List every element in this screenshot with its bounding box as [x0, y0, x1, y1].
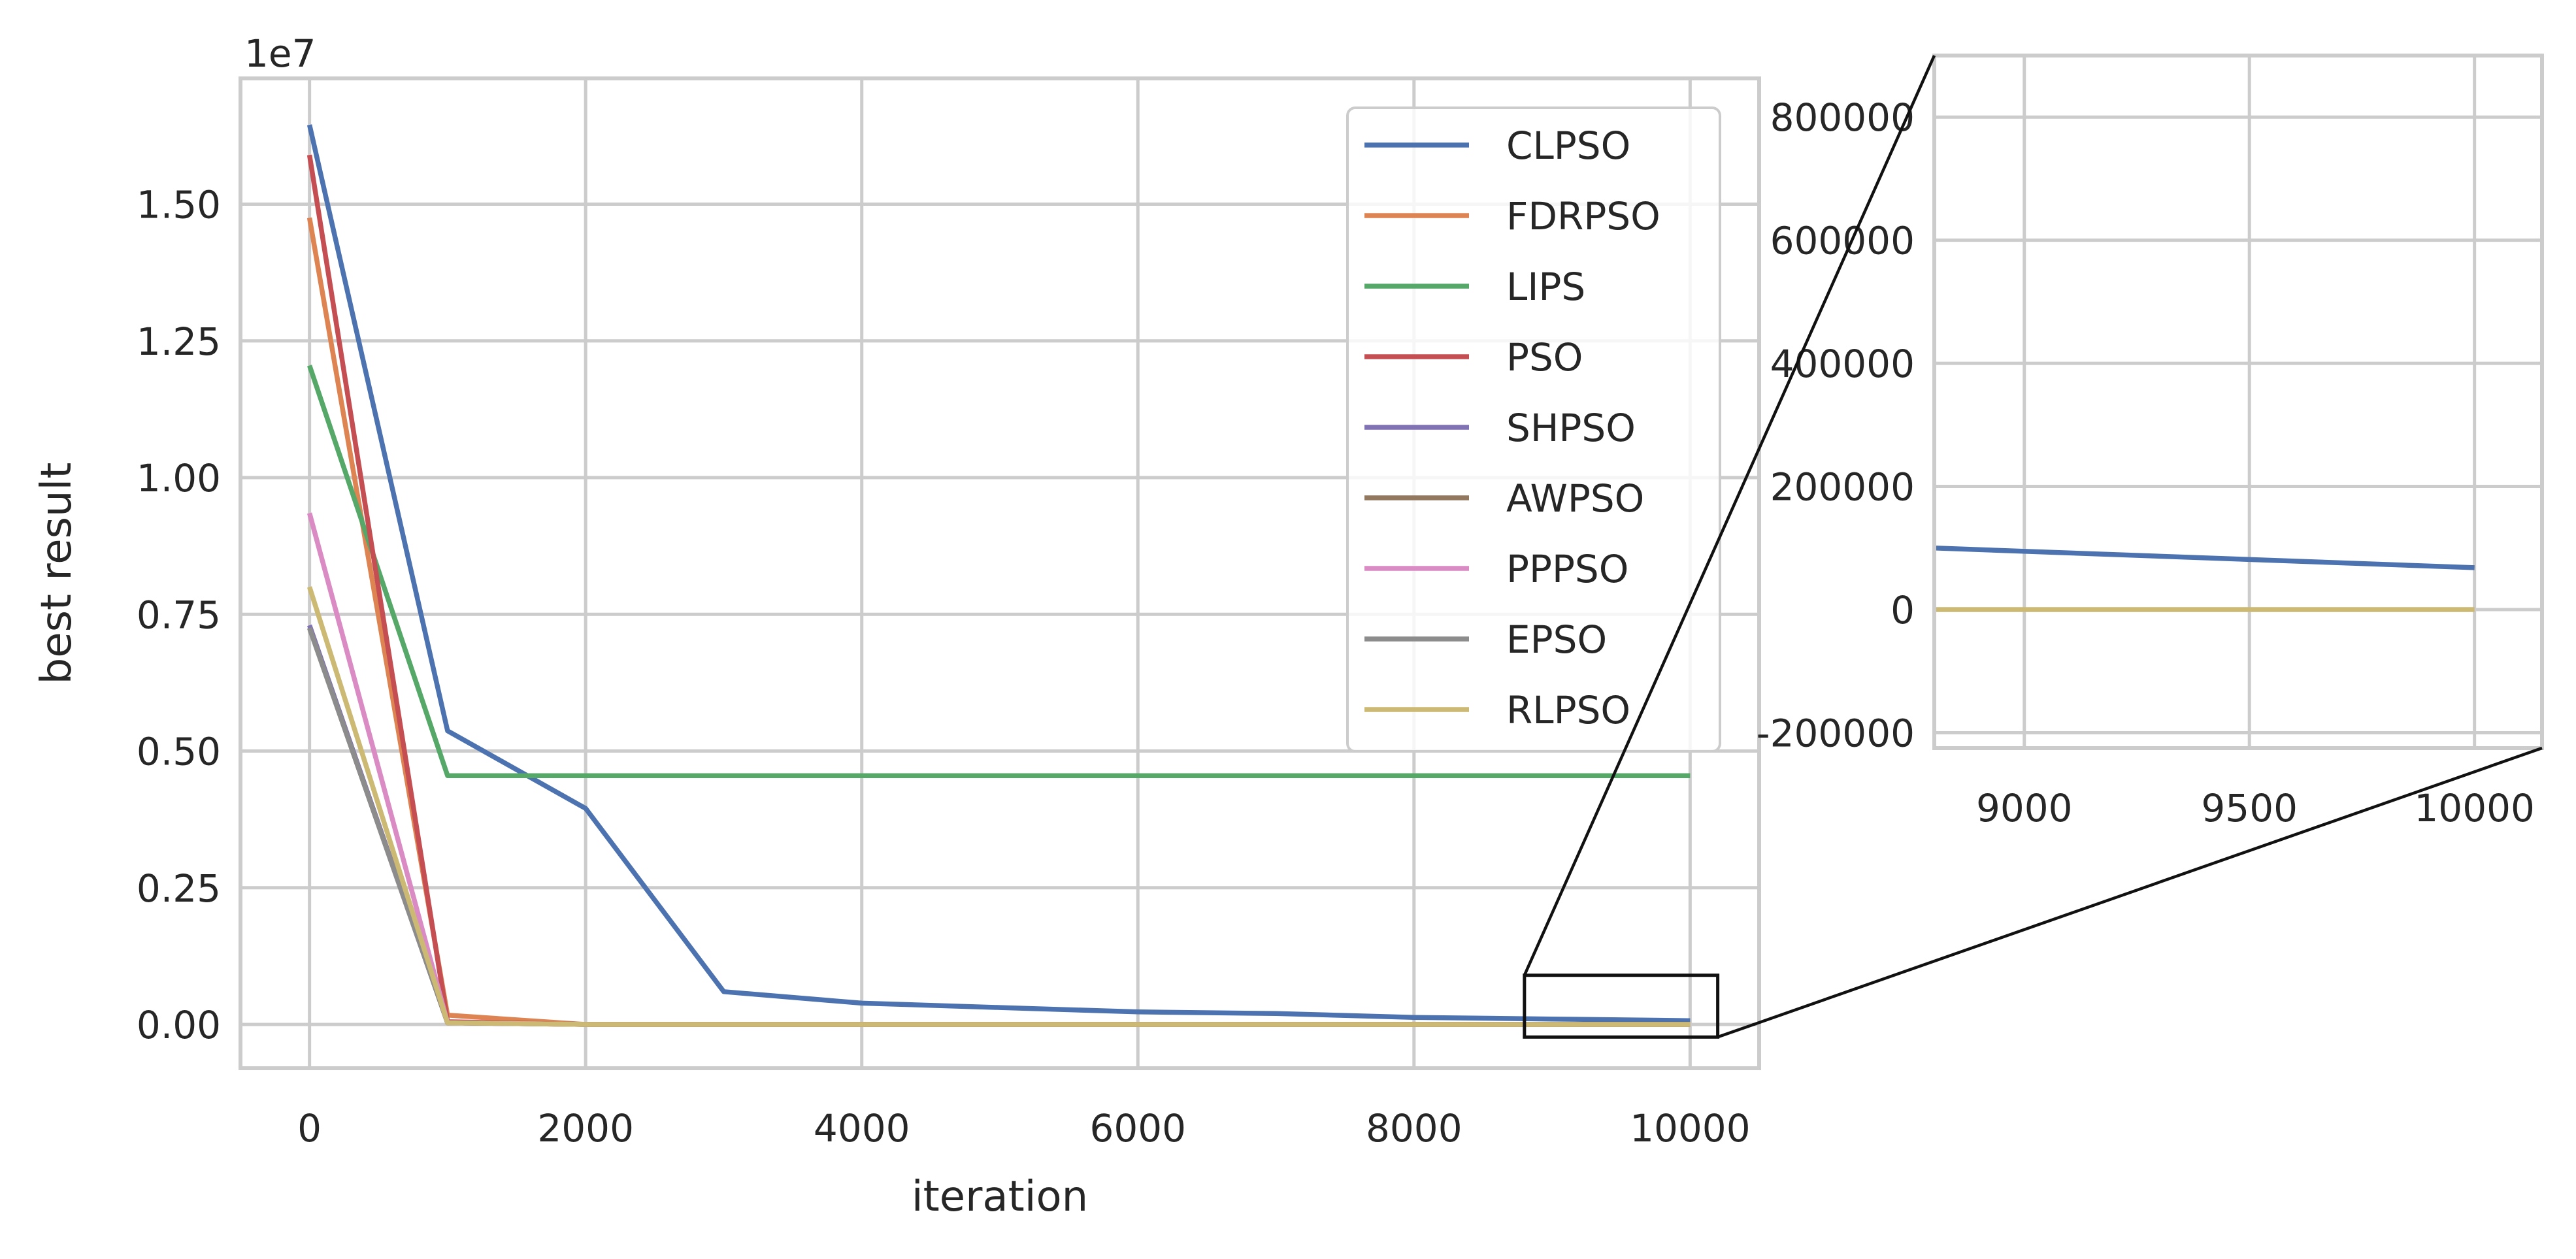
inset-x-tick-label: 9500	[2201, 786, 2298, 830]
zoom-connector-line	[1523, 55, 1936, 976]
main-x-tick-label: 4000	[814, 1106, 910, 1151]
main-frame	[239, 76, 1761, 1070]
main-y-axis-label: best result	[33, 463, 81, 685]
inset-y-tick-label: 600000	[1770, 219, 1915, 263]
main-y-tick-label: 0.50	[137, 730, 221, 774]
legend-label-fdrpso: FDRPSO	[1506, 194, 1660, 238]
legend-label-epso: EPSO	[1506, 617, 1607, 662]
zoom-connector-line	[1717, 746, 2543, 1039]
inset-plot-area: 9000 9500 10000 -200000 0 200000 400000 600000 8…	[1757, 54, 2544, 830]
inset-y-tick-label: -200000	[1757, 711, 1915, 755]
legend-box	[1346, 106, 1721, 753]
main-x-tick-label: 2000	[537, 1106, 634, 1151]
inset-x-tick-label: 10000	[2414, 786, 2535, 830]
legend-label-shpso: SHPSO	[1506, 406, 1636, 450]
inset-y-tick-label: 800000	[1770, 95, 1915, 140]
main-y-tick-label: 0.25	[137, 866, 221, 911]
inset-y-tick-label: 400000	[1770, 342, 1915, 386]
legend-label-lips: LIPS	[1506, 265, 1585, 309]
main-y-tick-label: 0.75	[137, 593, 221, 637]
main-x-tick-label: 0	[297, 1106, 322, 1151]
main-series-line-clpso	[306, 124, 1691, 1023]
zoom-region-box	[1523, 973, 1720, 1039]
legend-label-rlpso: RLPSO	[1506, 688, 1630, 732]
main-y-tick-label: 1.25	[137, 319, 221, 364]
legend-label-clpso: CLPSO	[1506, 123, 1630, 168]
inset-x-tick-label: 9000	[1976, 786, 2073, 830]
legend-label-pppso: PPPSO	[1506, 547, 1628, 591]
main-offset-text: 1e7	[244, 31, 316, 76]
main-x-tick-label: 8000	[1366, 1106, 1462, 1151]
inset-background	[1934, 56, 2542, 748]
legend: CLPSO FDRPSO LIPS PSO SHPSO AWPSO PPPSO EPSO RLP…	[1346, 106, 1721, 753]
main-series-group	[306, 124, 1691, 1027]
inset-y-tick-label: 200000	[1770, 465, 1915, 510]
inset-y-tick-label: 0	[1891, 588, 1915, 632]
main-y-tick-label: 1.00	[137, 456, 221, 500]
legend-label-awpso: AWPSO	[1506, 476, 1644, 521]
main-x-axis-label: iteration	[912, 1173, 1088, 1221]
main-y-tick-label: 1.50	[137, 183, 221, 227]
legend-label-pso: PSO	[1506, 335, 1583, 380]
main-y-tick-label: 0.00	[137, 1003, 221, 1047]
main-series-line-rlpso	[307, 586, 1691, 1027]
inset-series-group	[1934, 546, 2475, 612]
main-x-tick-label: 10000	[1630, 1106, 1751, 1151]
main-series-line-lips	[307, 365, 1691, 778]
inset-frame	[1932, 54, 2544, 750]
zoom-indicator	[1523, 55, 2543, 1039]
inset-series-line-0	[1934, 546, 2475, 570]
main-x-tick-label: 6000	[1089, 1106, 1186, 1151]
